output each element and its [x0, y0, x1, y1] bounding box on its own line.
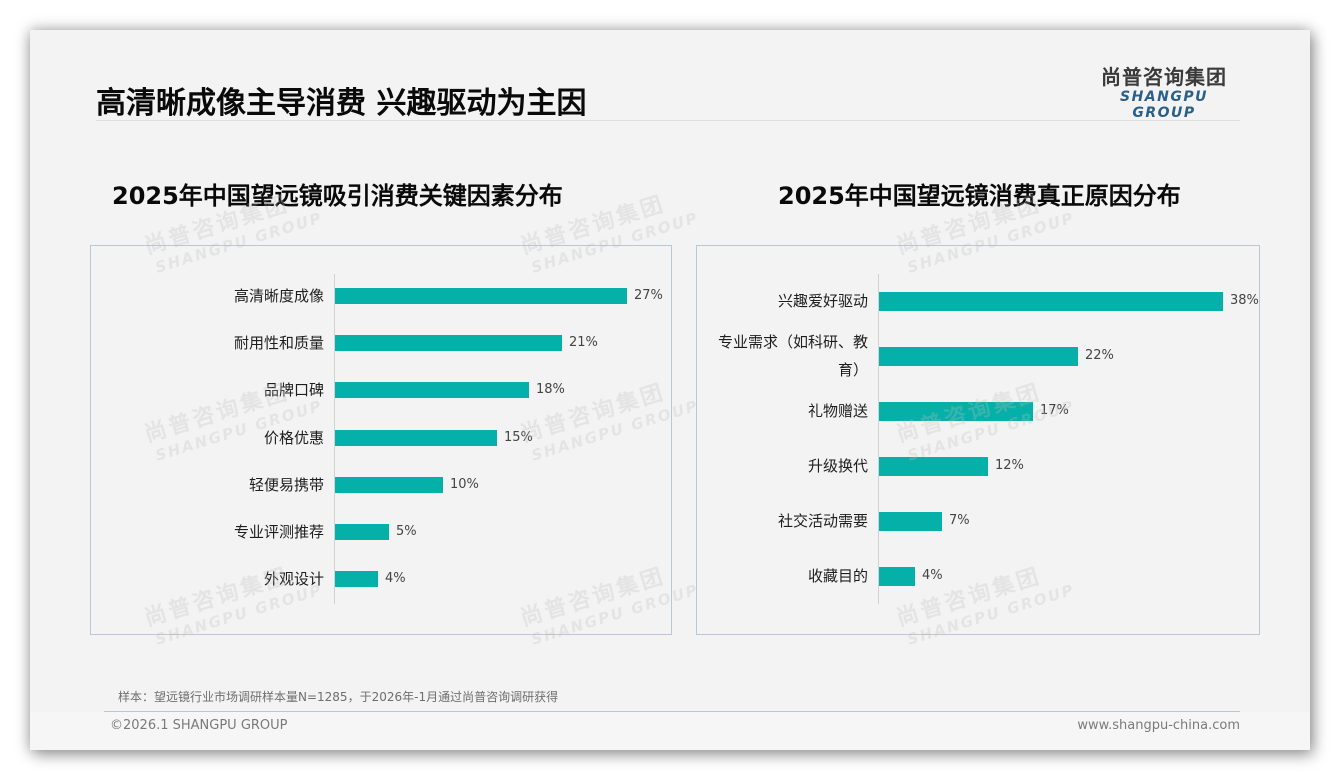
bar [879, 566, 915, 586]
bar-value-label: 12% [995, 458, 1024, 473]
right-chart-panel: 兴趣爱好驱动 38% 专业需求（如科研、教育） 22% 礼物赠送 17% 升级换代 12% 社交… [696, 245, 1260, 635]
bar-value-label: 5% [396, 524, 417, 539]
logo-english-text: SHANGPU GROUP [1120, 89, 1208, 121]
bar [335, 476, 443, 493]
bar-category-label: 价格优惠 [263, 428, 324, 447]
right-chart-title: 2025年中国望远镜消费真正原因分布 [778, 182, 1181, 210]
bar-category-label: 轻便易携带 [248, 475, 324, 494]
bar-category-label: 耐用性和质量 [233, 334, 324, 353]
bar-category-label: 社交活动需要 [777, 512, 868, 530]
bar-value-label: 7% [949, 513, 970, 528]
bar-value-label: 38% [1230, 293, 1259, 308]
bar [335, 429, 497, 446]
bar [879, 346, 1078, 366]
bar-category-label: 专业需求（如科研、教育） [717, 333, 868, 379]
bar [879, 291, 1223, 311]
bar-value-label: 10% [450, 476, 479, 492]
slide: 高清晰成像主导消费 兴趣驱动为主因 尚普咨询集团 SHANGPU GROUP 2… [30, 30, 1310, 750]
bar-category-label: 收藏目的 [807, 567, 868, 585]
bar-value-label: 17% [1040, 403, 1069, 418]
left-chart-panel: 高清晰度成像 27% 耐用性和质量 21% 品牌口碑 18% 价格优惠 15% 轻便易携带 10%… [90, 245, 672, 635]
bar [335, 571, 378, 588]
bar-value-label: 18% [536, 382, 565, 398]
bar-category-label: 专业评测推荐 [233, 523, 324, 541]
bar-value-label: 27% [634, 288, 663, 303]
left-chart-title: 2025年中国望远镜吸引消费关键因素分布 [112, 182, 563, 210]
bar-value-label: 4% [922, 568, 943, 583]
bar [879, 401, 1033, 421]
bar-category-label: 升级换代 [807, 457, 868, 475]
bar-category-label: 品牌口碑 [263, 381, 324, 400]
bar-value-label: 15% [504, 429, 533, 445]
sample-footnote: 样本：望远镜行业市场调研样本量N=1285，于2026年-1月通过尚普咨询调研获… [118, 690, 559, 704]
title-divider [96, 120, 1240, 121]
bar [335, 382, 529, 399]
footer-divider [104, 711, 1240, 712]
page-title: 高清晰成像主导消费 兴趣驱动为主因 [96, 86, 587, 121]
bar-value-label: 22% [1085, 348, 1114, 363]
bar [335, 335, 562, 352]
bar [879, 456, 988, 476]
footer-band [30, 712, 1310, 750]
logo-chinese-text: 尚普咨询集团 [1101, 65, 1227, 89]
bar-category-label: 兴趣爱好驱动 [777, 292, 868, 310]
bar-value-label: 21% [569, 335, 598, 351]
left-chart-axis [334, 274, 335, 604]
bar-category-label: 高清晰度成像 [233, 287, 324, 305]
bar [879, 511, 942, 531]
bar [335, 524, 389, 540]
website-link[interactable]: www.shangpu-china.com [1077, 718, 1240, 733]
bar-category-label: 外观设计 [263, 570, 324, 589]
bar [335, 288, 627, 304]
right-chart-axis [878, 274, 879, 604]
bar-value-label: 4% [385, 571, 406, 587]
company-logo: 尚普咨询集团 SHANGPU GROUP [1088, 65, 1240, 121]
copyright-text: ©2026.1 SHANGPU GROUP [110, 718, 288, 733]
bar-category-label: 礼物赠送 [807, 402, 868, 420]
